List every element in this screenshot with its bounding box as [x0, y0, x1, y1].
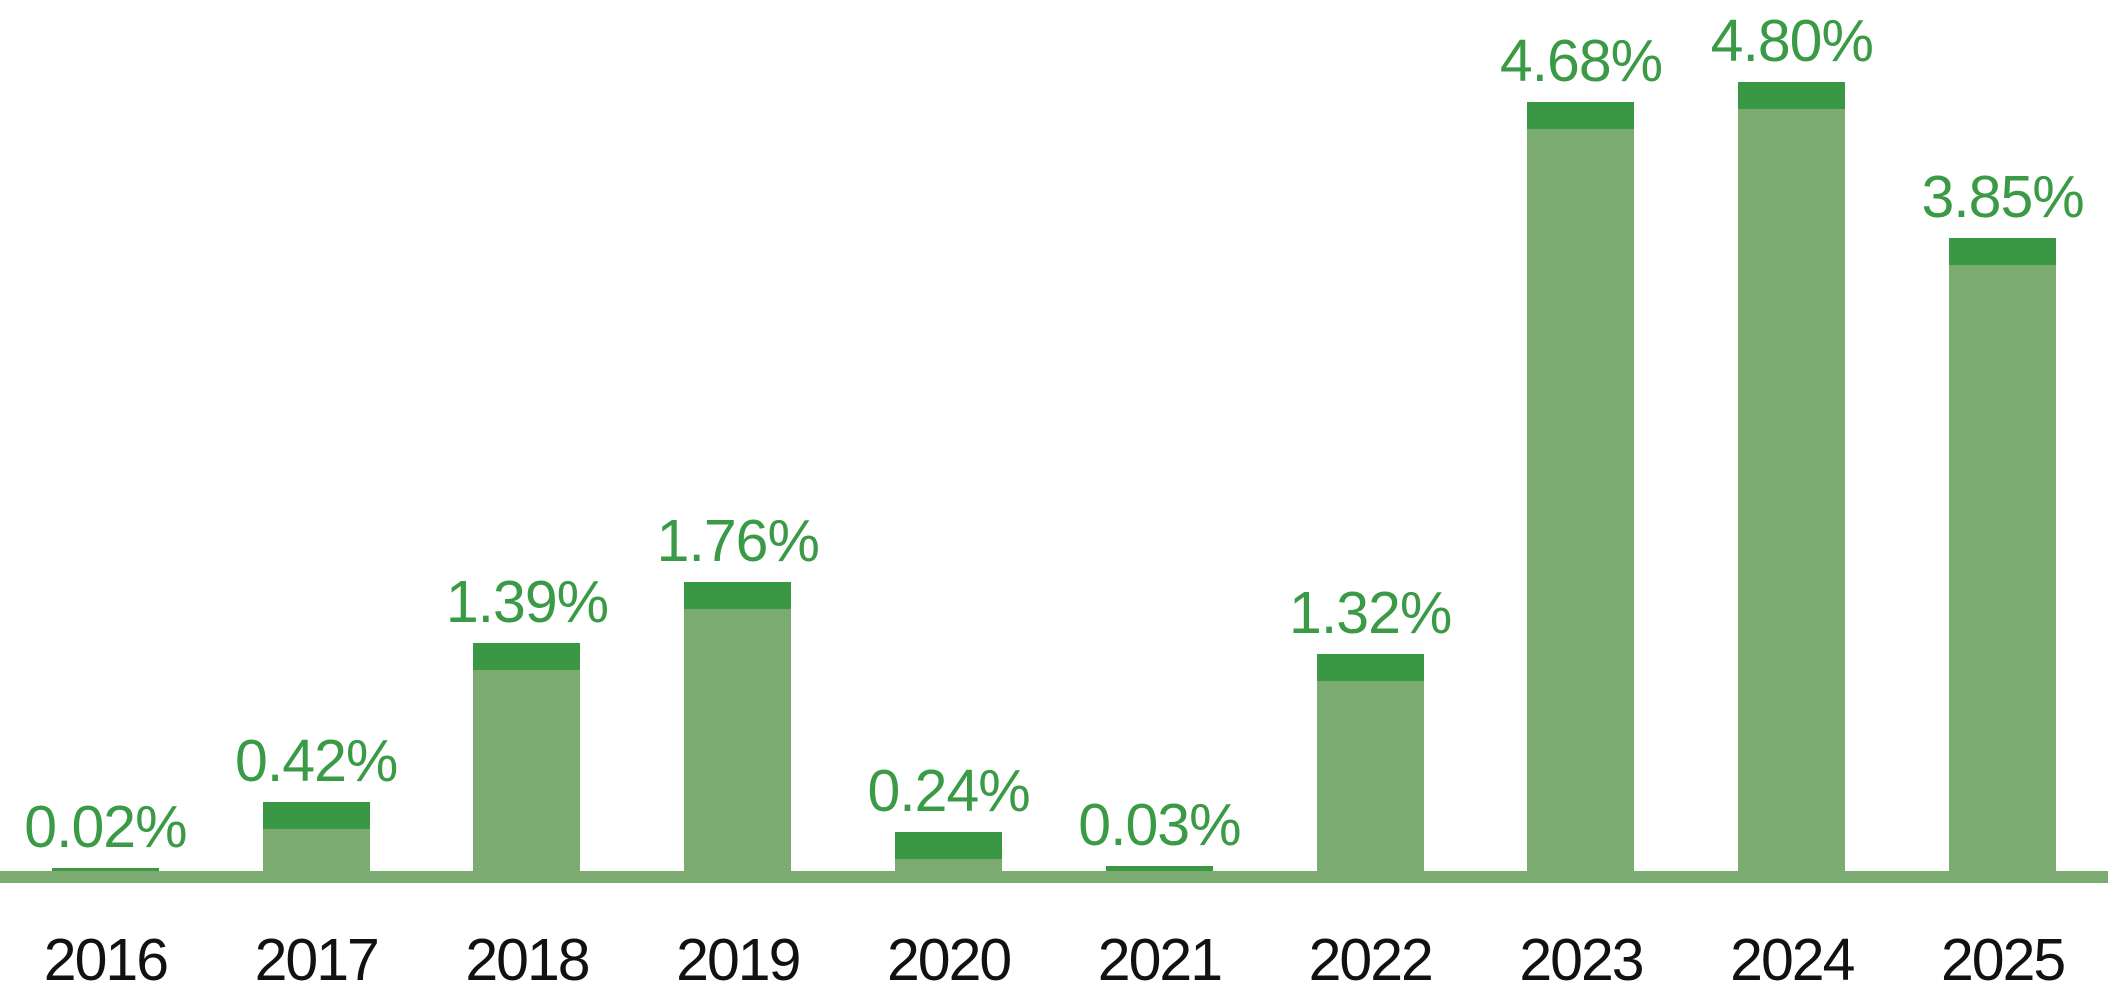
- year-label: 2024: [1730, 927, 1855, 992]
- bar: [51, 868, 159, 883]
- bar-cap: [1527, 102, 1635, 129]
- year-label: 2017: [254, 927, 380, 992]
- bar: [1316, 654, 1424, 883]
- chart-column-2020: 0.24% 2020: [843, 0, 1054, 992]
- bar-cap: [684, 582, 792, 609]
- value-label: 4.80%: [1710, 8, 1874, 74]
- chart-column-2016: 0.02% 2016: [0, 0, 211, 992]
- bar-cap: [473, 643, 581, 670]
- bar: [473, 643, 581, 883]
- bar: [1527, 102, 1635, 883]
- bar: [1105, 866, 1213, 883]
- chart-column-2025: 3.85% 2025: [1897, 0, 2108, 992]
- year-label: 2020: [886, 927, 1012, 992]
- bar-cap: [1738, 82, 1846, 109]
- bar: [1738, 82, 1846, 883]
- chart-column-2024: 4.80% 2024: [1686, 0, 1897, 992]
- bar-cap: [1105, 866, 1213, 871]
- value-label: 1.76%: [656, 508, 820, 574]
- value-label: 1.39%: [445, 569, 609, 635]
- value-label: 3.85%: [1921, 164, 2084, 230]
- bar-cap: [895, 832, 1003, 859]
- value-label: 0.42%: [235, 728, 398, 794]
- value-label: 4.68%: [1499, 28, 1663, 94]
- value-label: 0.02%: [24, 794, 187, 860]
- year-label: 2023: [1519, 927, 1644, 992]
- value-label: 0.24%: [867, 758, 1030, 824]
- bar-cap: [1949, 238, 2057, 265]
- bar: [895, 832, 1003, 883]
- year-label: 2021: [1097, 927, 1223, 992]
- year-label: 2019: [676, 927, 801, 992]
- bar: [262, 802, 370, 883]
- bar-cap: [262, 802, 370, 829]
- chart-column-2022: 1.32% 2022: [1265, 0, 1476, 992]
- year-label: 2018: [465, 927, 590, 992]
- bar-cap: [51, 868, 159, 871]
- chart-column-2021: 0.03% 2021: [1054, 0, 1265, 992]
- bar-cap: [1316, 654, 1424, 681]
- chart-column-2017: 0.42% 2017: [211, 0, 422, 992]
- value-label: 0.03%: [1078, 792, 1241, 858]
- chart-column-2019: 1.76% 2019: [632, 0, 843, 992]
- chart-column-2023: 4.68% 2023: [1476, 0, 1687, 992]
- bar: [1949, 238, 2057, 883]
- year-label: 2022: [1308, 927, 1434, 992]
- chart-column-2018: 1.39% 2018: [422, 0, 633, 992]
- bar: [684, 582, 792, 883]
- year-label: 2016: [43, 927, 169, 992]
- year-label: 2025: [1940, 927, 2066, 992]
- value-label: 1.32%: [1289, 580, 1452, 646]
